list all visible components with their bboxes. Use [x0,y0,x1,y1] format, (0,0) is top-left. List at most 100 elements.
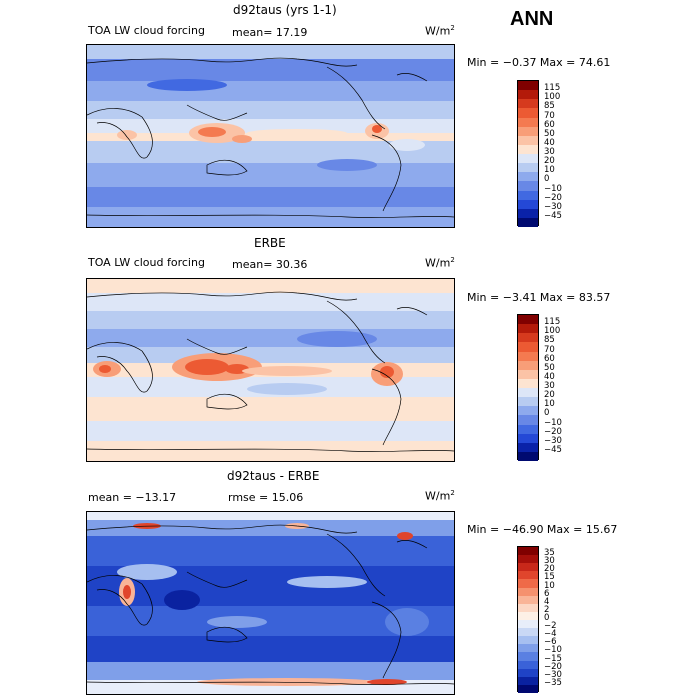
colorbar-tick-label: −45 [544,444,562,455]
panel2-variable-label: TOA LW cloud forcing [88,256,205,269]
colorbar-segment [518,181,538,191]
colorbar-tick-label: 30 [544,556,555,567]
colorbar-tick-label: 30 [544,381,555,391]
colorbar-tick-label: 100 [544,92,561,103]
colorbar-segment [518,406,538,416]
colorbar-segment [518,571,538,580]
colorbar-segment [518,660,538,669]
colorbar-tick-label: −20 [544,426,562,437]
colorbar-tick-label: −30 [544,669,562,680]
colorbar-segment [518,90,538,100]
colorbar-tick-label: −20 [544,192,562,203]
panel3-colorbar [517,546,539,693]
colorbar-tick-label: 85 [544,335,555,346]
panel1-variable-label: TOA LW cloud forcing [88,24,205,37]
colorbar-segment [518,199,538,209]
colorbar-segment [518,369,538,379]
colorbar-tick-label: 4 [544,596,550,607]
colorbar-segment [518,668,538,677]
colorbar-tick-label: 115 [544,83,561,94]
panel2-colorbar [517,314,539,461]
colorbar-segment [518,644,538,653]
colorbar-tick-label: 70 [544,110,555,121]
colorbar-segment [518,636,538,645]
colorbar-tick-label: 60 [544,353,555,364]
colorbar-tick-label: 40 [544,371,555,382]
colorbar-segment [518,190,538,200]
colorbar-segment [518,126,538,136]
colorbar-segment [518,415,538,425]
panel2-map [86,278,455,462]
colorbar-segment [518,315,538,325]
colorbar-segment [518,676,538,685]
colorbar-segment [518,442,538,452]
panel3-map [86,511,455,695]
colorbar-segment [518,333,538,343]
colorbar-tick-label: 50 [544,128,555,139]
colorbar-segment [518,603,538,612]
colorbar-tick-label: 20 [544,156,555,167]
colorbar-segment [518,388,538,398]
colorbar-tick-label: 60 [544,119,555,130]
colorbar-tick-label: −15 [544,653,562,664]
panel1-colorbar [517,80,539,227]
colorbar-tick-label: −45 [544,210,562,221]
panel3-rmse-label: rmse = 15.06 [228,491,304,504]
colorbar-segment [518,342,538,352]
colorbar-tick-label: 0 [544,174,550,185]
colorbar-tick-label: −20 [544,661,562,672]
colorbar-segment [518,619,538,629]
colorbar-tick-label: 20 [544,564,555,575]
colorbar-tick-label: 0 [544,408,550,419]
colorbar-segment [518,217,538,227]
colorbar-tick-label: 2 [544,604,550,615]
colorbar-segment [518,684,538,693]
colorbar-segment [518,99,538,109]
colorbar-tick-label: 6 [544,588,550,599]
colorbar-tick-label: −6 [544,637,557,648]
colorbar-tick-label: −30 [544,435,562,446]
colorbar-segment [518,652,538,661]
panel1-mean-label: mean= 17.19 [232,26,308,39]
colorbar-tick-label: 20 [544,390,555,401]
colorbar-segment [518,172,538,182]
season-label: ANN [510,8,554,30]
colorbar-tick-label: −2 [544,621,557,632]
colorbar-segment [518,563,538,572]
colorbar-segment [518,628,538,637]
panel1-units: W/m2 [425,24,455,38]
colorbar-segment [518,108,538,118]
colorbar-segment [518,397,538,407]
panel3-title: d92taus - ERBE [227,469,320,483]
colorbar-tick-label: 10 [544,165,555,176]
colorbar-tick-label: 10 [544,399,555,410]
colorbar-segment [518,587,538,596]
colorbar-segment [518,611,538,620]
colorbar-tick-label: −30 [544,201,562,212]
colorbar-segment [518,360,538,370]
panel2-minmax: Min = −3.41 Max = 83.57 [467,291,611,304]
colorbar-segment [518,324,538,334]
colorbar-segment [518,378,538,388]
colorbar-tick-label: 10 [544,580,555,591]
colorbar-tick-label: −10 [544,645,562,656]
colorbar-tick-label: −10 [544,417,562,428]
panel1-map [86,44,455,228]
colorbar-segment [518,547,538,556]
colorbar-tick-label: 70 [544,344,555,355]
colorbar-tick-label: 85 [544,101,555,112]
colorbar-tick-label: 35 [544,548,555,559]
colorbar-segment [518,433,538,443]
colorbar-segment [518,579,538,588]
colorbar-tick-label: −4 [544,629,557,640]
colorbar-segment [518,117,538,127]
colorbar-segment [518,451,538,461]
panel3-units: W/m2 [425,489,455,503]
colorbar-tick-label: 100 [544,326,561,337]
colorbar-tick-label: 0 [544,613,550,623]
colorbar-segment [518,163,538,173]
colorbar-tick-label: 15 [544,572,555,583]
colorbar-tick-label: 30 [544,147,555,157]
panel2-mean-label: mean= 30.36 [232,258,308,271]
panel1-title: d92taus (yrs 1-1) [233,3,337,17]
